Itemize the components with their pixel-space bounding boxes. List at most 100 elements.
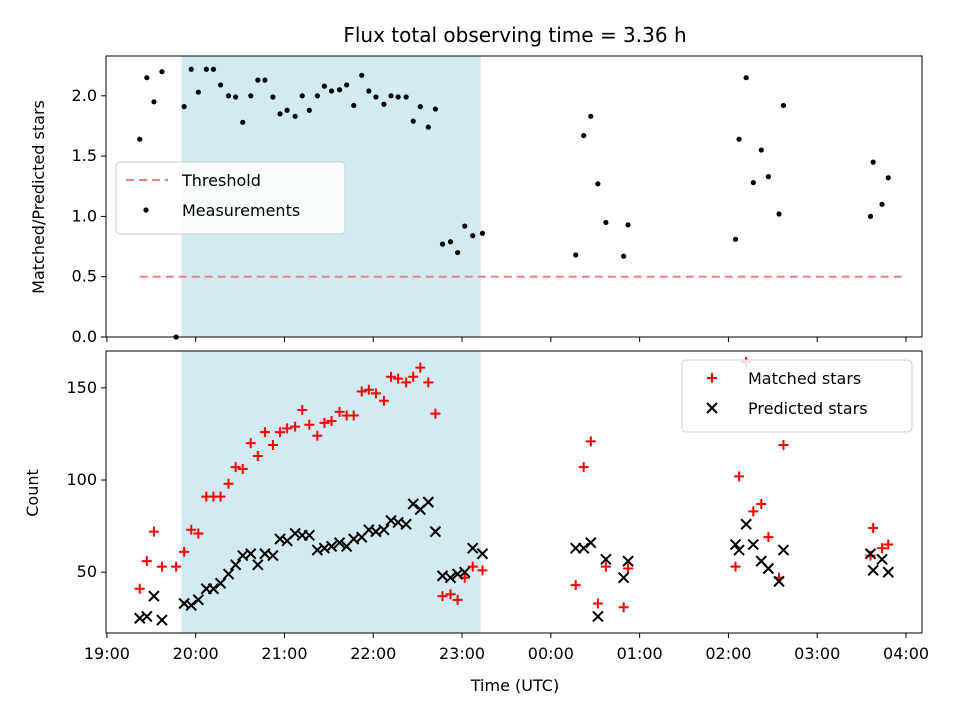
data-point <box>351 102 357 109</box>
data-point <box>137 136 143 142</box>
x-tick-label: 23:00 <box>439 644 485 663</box>
y-tick-label: 0.0 <box>72 327 97 346</box>
y-tick-label: 100 <box>66 470 97 489</box>
data-point <box>171 561 182 572</box>
data-point <box>223 478 234 489</box>
data-point <box>217 82 224 88</box>
data-point <box>885 175 891 181</box>
legend-box <box>115 161 346 235</box>
data-point <box>439 241 446 247</box>
data-point <box>373 94 379 100</box>
data-point <box>403 94 409 100</box>
data-point <box>778 440 789 450</box>
data-point <box>865 550 876 561</box>
data-point <box>455 249 461 256</box>
data-point <box>592 610 604 623</box>
data-point <box>245 438 256 449</box>
data-point <box>733 544 745 556</box>
legend-swatch <box>706 402 718 414</box>
data-point <box>867 564 879 577</box>
x-tick-label: 21:00 <box>261 644 307 663</box>
data-point <box>595 181 601 187</box>
data-point <box>356 386 367 397</box>
x-tick-label: 00:00 <box>528 644 574 663</box>
data-point <box>186 524 197 535</box>
y-tick-label: 50 <box>77 562 97 581</box>
data-point <box>267 549 279 562</box>
data-point <box>312 430 323 441</box>
data-point <box>386 371 397 382</box>
data-point <box>388 93 394 99</box>
data-point <box>321 83 328 89</box>
data-point <box>203 66 209 72</box>
data-point <box>876 553 888 565</box>
legend-ratio: Threshold Measurements <box>115 161 346 235</box>
data-point <box>422 496 435 508</box>
data-point <box>578 462 589 473</box>
y-tick-label: 0.5 <box>72 267 97 286</box>
data-point <box>181 104 187 110</box>
data-point <box>344 82 350 88</box>
data-point <box>229 559 242 571</box>
data-point <box>252 559 264 571</box>
data-point <box>429 525 442 538</box>
data-point <box>282 423 293 434</box>
data-point <box>179 546 190 557</box>
y-tick-label: 1.5 <box>72 146 97 165</box>
ratio-panel: 0.0 0.5 1.0 1.5 2.0 Threshold Measurements <box>72 55 923 346</box>
data-point <box>452 594 463 605</box>
data-point <box>395 94 401 100</box>
data-point <box>248 93 254 99</box>
data-point <box>410 118 416 124</box>
data-point <box>743 75 749 81</box>
data-point <box>777 544 790 556</box>
data-point <box>470 233 476 239</box>
data-point <box>378 524 390 536</box>
data-point <box>430 408 441 419</box>
data-point <box>407 498 419 510</box>
data-point <box>159 69 165 75</box>
data-point <box>381 101 387 107</box>
data-point <box>765 174 771 180</box>
data-point <box>623 563 634 574</box>
data-point <box>222 568 235 580</box>
data-point <box>270 94 276 100</box>
data-point <box>326 416 337 427</box>
data-point <box>207 583 220 595</box>
count-panel: 50 100 150 19:00 20:00 21:00 22:00 23:00 00:00 01… <box>66 350 929 663</box>
data-point <box>284 107 290 113</box>
data-point <box>306 107 312 113</box>
data-point <box>359 72 365 78</box>
data-point <box>444 571 457 584</box>
legend-swatch <box>143 207 149 213</box>
data-point <box>447 239 454 245</box>
y-tick-label: 2.0 <box>72 86 97 105</box>
chart-title: Flux total observing time = 3.36 h <box>343 23 686 47</box>
x-tick-label: 03:00 <box>794 644 840 663</box>
data-point <box>240 119 246 125</box>
data-point <box>625 222 631 228</box>
data-point <box>476 548 489 560</box>
x-tick-label: 04:00 <box>883 644 929 663</box>
data-point <box>230 462 241 473</box>
data-point <box>736 136 742 142</box>
data-point <box>214 577 227 589</box>
data-point <box>408 371 419 382</box>
data-point <box>156 614 168 626</box>
data-point <box>277 111 283 117</box>
y-tick-label: 1.0 <box>72 206 97 225</box>
x-tick-label: 22:00 <box>350 644 396 663</box>
data-point <box>319 417 330 428</box>
data-point <box>750 180 756 186</box>
data-point <box>148 590 160 602</box>
y-tick-label: 150 <box>66 378 97 397</box>
data-point <box>882 566 894 578</box>
data-point <box>292 113 298 119</box>
data-point <box>479 230 486 236</box>
data-point <box>252 451 263 462</box>
data-point <box>334 406 345 417</box>
data-point <box>290 421 301 432</box>
data-point <box>210 66 217 72</box>
data-point <box>393 373 404 384</box>
data-point <box>262 77 268 83</box>
